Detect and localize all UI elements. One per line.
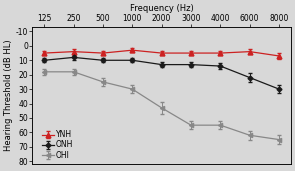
- X-axis label: Frequency (Hz): Frequency (Hz): [130, 4, 194, 13]
- Y-axis label: Hearing Threshold (dB HL): Hearing Threshold (dB HL): [4, 40, 13, 152]
- Legend: YNH, ONH, OHI: YNH, ONH, OHI: [42, 129, 74, 160]
